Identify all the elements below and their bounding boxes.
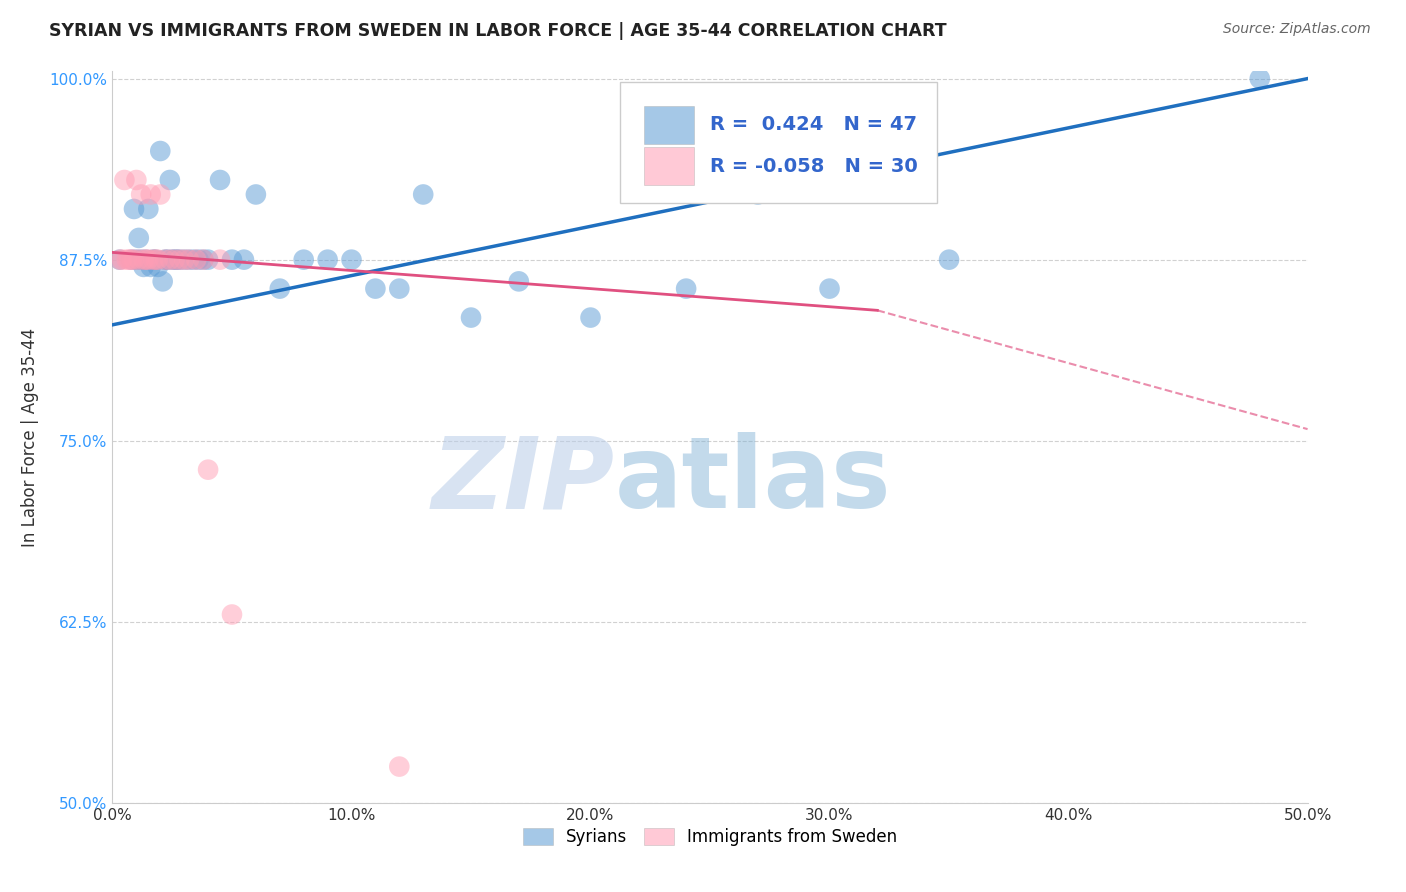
FancyBboxPatch shape bbox=[620, 82, 938, 203]
Point bbox=[139, 260, 162, 274]
Point bbox=[460, 310, 482, 325]
Point bbox=[388, 759, 411, 773]
Point bbox=[508, 274, 530, 288]
Point bbox=[122, 202, 145, 216]
Point bbox=[938, 252, 960, 267]
Text: atlas: atlas bbox=[614, 433, 891, 530]
Point bbox=[135, 252, 157, 267]
Point bbox=[187, 252, 209, 267]
Legend: Syrians, Immigrants from Sweden: Syrians, Immigrants from Sweden bbox=[516, 822, 904, 853]
Point bbox=[146, 260, 169, 274]
Point bbox=[340, 252, 363, 267]
FancyBboxPatch shape bbox=[644, 106, 695, 144]
Point bbox=[125, 252, 148, 267]
Point bbox=[138, 202, 160, 216]
Point bbox=[163, 252, 186, 267]
Text: R = -0.058   N = 30: R = -0.058 N = 30 bbox=[710, 157, 918, 176]
Point bbox=[132, 252, 155, 267]
Point bbox=[121, 252, 143, 267]
Point bbox=[173, 252, 195, 267]
Point bbox=[675, 282, 697, 296]
Point bbox=[111, 252, 134, 267]
Point bbox=[169, 252, 191, 267]
Point bbox=[183, 252, 205, 267]
Point bbox=[122, 252, 145, 267]
Point bbox=[142, 252, 165, 267]
Point bbox=[193, 252, 215, 267]
Point bbox=[186, 252, 208, 267]
Point bbox=[579, 310, 602, 325]
Point bbox=[316, 252, 339, 267]
Point bbox=[209, 252, 232, 267]
Point bbox=[115, 252, 138, 267]
Point bbox=[166, 252, 188, 267]
Point bbox=[108, 252, 131, 267]
Y-axis label: In Labor Force | Age 35-44: In Labor Force | Age 35-44 bbox=[21, 327, 38, 547]
Point bbox=[747, 187, 769, 202]
Point bbox=[159, 173, 181, 187]
Point bbox=[245, 187, 267, 202]
Text: SYRIAN VS IMMIGRANTS FROM SWEDEN IN LABOR FORCE | AGE 35-44 CORRELATION CHART: SYRIAN VS IMMIGRANTS FROM SWEDEN IN LABO… bbox=[49, 22, 946, 40]
Point bbox=[114, 173, 135, 187]
Point bbox=[221, 607, 243, 622]
Point bbox=[146, 252, 169, 267]
FancyBboxPatch shape bbox=[644, 147, 695, 186]
Point bbox=[121, 252, 143, 267]
Point bbox=[159, 252, 181, 267]
Point bbox=[162, 252, 183, 267]
Point bbox=[135, 252, 157, 267]
Text: ZIP: ZIP bbox=[432, 433, 614, 530]
Point bbox=[125, 173, 148, 187]
Point bbox=[128, 231, 150, 245]
Point bbox=[118, 252, 141, 267]
Point bbox=[209, 173, 232, 187]
Point bbox=[1249, 71, 1271, 86]
Point bbox=[412, 187, 434, 202]
Point bbox=[145, 252, 167, 267]
Text: Source: ZipAtlas.com: Source: ZipAtlas.com bbox=[1223, 22, 1371, 37]
Point bbox=[197, 463, 219, 477]
Point bbox=[129, 187, 152, 202]
Point bbox=[292, 252, 315, 267]
Point bbox=[233, 252, 256, 267]
Point bbox=[193, 252, 215, 267]
Point bbox=[129, 252, 152, 267]
Point bbox=[364, 282, 387, 296]
Point bbox=[197, 252, 219, 267]
Point bbox=[153, 252, 176, 267]
Point bbox=[153, 252, 176, 267]
Point bbox=[818, 282, 841, 296]
Point bbox=[169, 252, 191, 267]
Point bbox=[145, 252, 167, 267]
Point bbox=[149, 144, 172, 158]
Point bbox=[156, 252, 179, 267]
Point bbox=[149, 187, 172, 202]
Point bbox=[173, 252, 195, 267]
Point bbox=[128, 252, 150, 267]
Point bbox=[177, 252, 200, 267]
Point bbox=[152, 274, 174, 288]
Point bbox=[132, 260, 155, 274]
Point bbox=[138, 252, 160, 267]
Point bbox=[221, 252, 243, 267]
Point bbox=[269, 282, 291, 296]
Point bbox=[139, 187, 162, 202]
Point bbox=[163, 252, 186, 267]
Point bbox=[142, 252, 165, 267]
Point bbox=[388, 282, 411, 296]
Point bbox=[177, 252, 200, 267]
Point bbox=[108, 252, 131, 267]
Text: R =  0.424   N = 47: R = 0.424 N = 47 bbox=[710, 115, 917, 135]
